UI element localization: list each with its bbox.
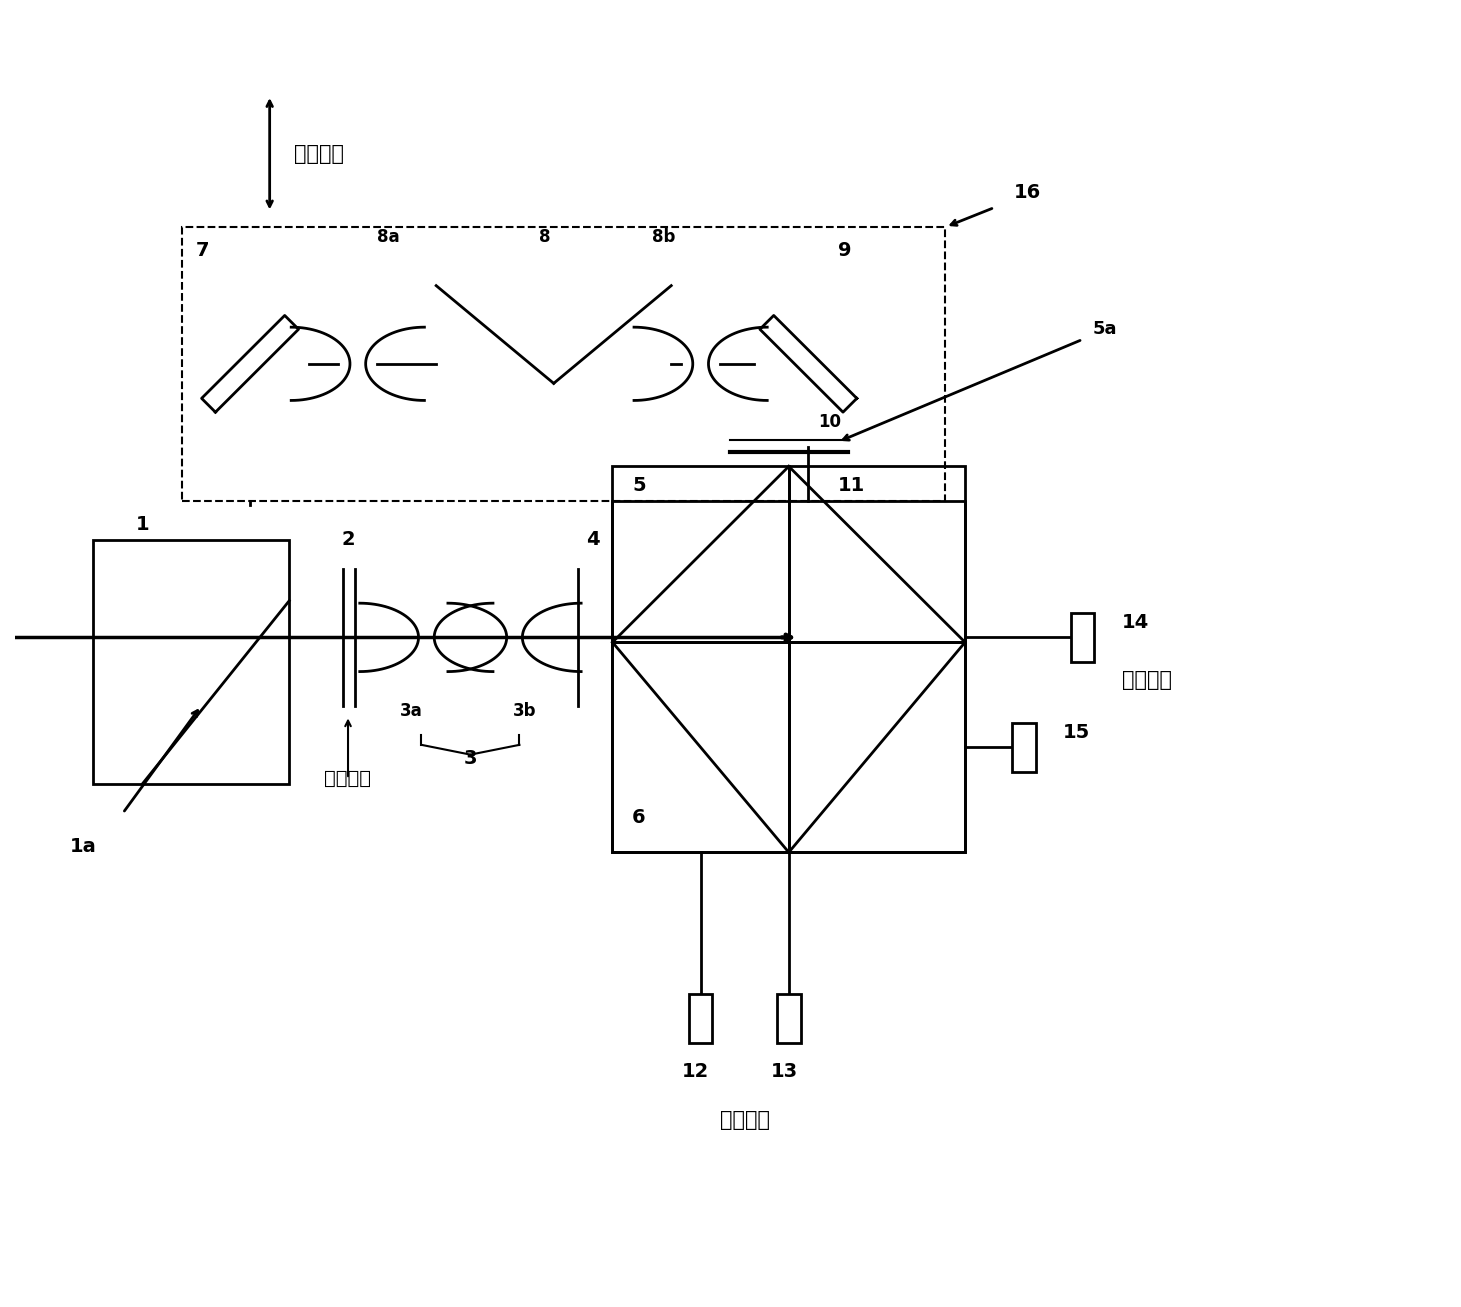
Bar [1012,723,1036,771]
Bar [612,501,966,852]
Bar [1071,613,1094,661]
Text: 6: 6 [633,808,646,827]
Bar [777,995,801,1043]
Text: 16: 16 [1014,183,1042,201]
Text: 1: 1 [136,515,149,533]
Bar [789,467,966,642]
Text: 位相控制: 位相控制 [323,769,371,788]
Text: 9: 9 [837,242,852,260]
Text: 8a: 8a [377,227,400,246]
Bar [789,642,966,852]
Text: 8: 8 [539,227,551,246]
Bar [181,227,945,501]
Text: 11: 11 [837,476,865,495]
Text: 3a: 3a [400,702,424,720]
Text: 光程调整: 光程调整 [294,144,345,163]
Bar [690,995,713,1043]
Text: 10: 10 [818,413,842,431]
Text: 5: 5 [633,476,646,495]
Text: 13: 13 [770,1063,798,1081]
Text: 12: 12 [682,1063,710,1081]
Bar [94,540,289,784]
Text: 8b: 8b [652,227,675,246]
Bar [612,467,789,642]
Text: 2: 2 [342,529,355,549]
Text: 1a: 1a [70,838,96,856]
Bar [612,642,789,852]
Text: 14: 14 [1122,613,1148,631]
Text: 4: 4 [586,529,599,549]
Text: 15: 15 [1064,723,1090,741]
Text: 3b: 3b [513,702,536,720]
Text: 3: 3 [463,749,478,769]
Text: 位置探测: 位置探测 [1122,670,1172,690]
Text: 数据信号: 数据信号 [720,1110,770,1131]
Text: 5a: 5a [1093,320,1116,339]
Text: 7: 7 [196,242,210,260]
